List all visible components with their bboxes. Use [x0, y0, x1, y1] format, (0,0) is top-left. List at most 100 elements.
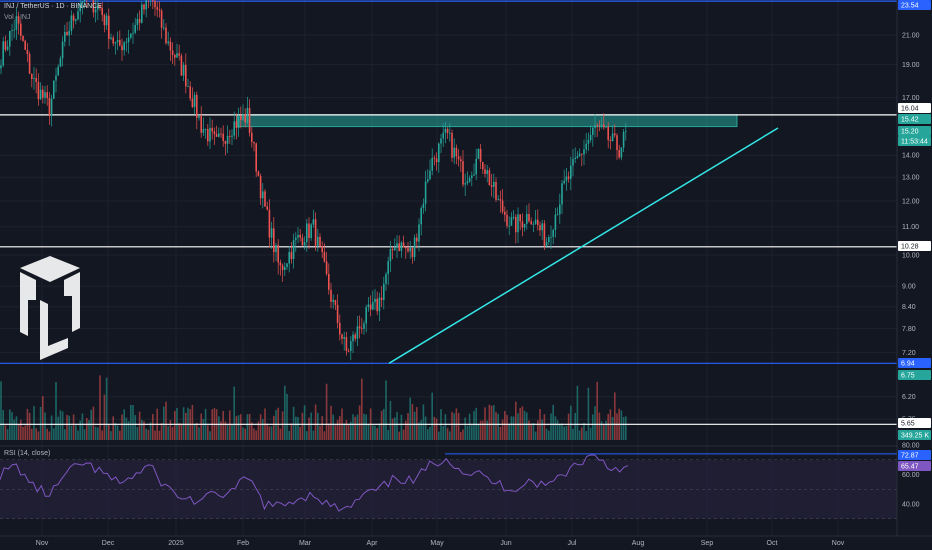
- volume-bar: [356, 414, 359, 440]
- price-tag: [898, 136, 931, 146]
- candle-body: [138, 19, 141, 23]
- candle-body: [380, 297, 383, 300]
- candle-body: [345, 336, 348, 351]
- volume-bar: [530, 423, 532, 440]
- candle-body: [218, 133, 220, 137]
- rsi-tick-label: 60.00: [902, 472, 920, 479]
- candle-body: [457, 156, 460, 160]
- candle-body: [97, 5, 99, 10]
- time-tick-label: 2025: [168, 540, 184, 547]
- candle-body: [299, 234, 301, 238]
- volume-bar: [603, 424, 605, 440]
- volume-bar: [336, 419, 339, 440]
- candle-body: [279, 262, 282, 266]
- candle-body: [77, 11, 79, 20]
- volume-bar: [391, 418, 394, 440]
- time-tick-label: Jun: [500, 540, 511, 547]
- candle-body: [292, 240, 295, 260]
- volume-bar: [365, 414, 367, 440]
- volume-bar: [600, 421, 603, 440]
- price-tag: [898, 126, 931, 136]
- volume-bar: [449, 431, 451, 440]
- volume-bar: [563, 426, 565, 440]
- candle-body: [125, 42, 128, 43]
- volume-label[interactable]: Vol · INJ: [4, 14, 31, 21]
- candle-body: [141, 4, 143, 23]
- rsi-label[interactable]: RSI (14, close): [4, 450, 51, 457]
- volume-bar: [24, 425, 26, 440]
- candle-body: [6, 46, 9, 50]
- time-tick-label: Mar: [299, 540, 312, 547]
- volume-bar: [143, 421, 145, 440]
- candle-body: [565, 176, 568, 181]
- volume-bar: [512, 416, 515, 440]
- candle-body: [537, 219, 539, 226]
- volume-bar: [482, 420, 484, 440]
- candle-body: [2, 41, 4, 66]
- candle-body: [235, 121, 238, 129]
- price-tick-label: 11.00: [902, 224, 919, 231]
- volume-bar: [616, 413, 618, 440]
- candle-body: [563, 180, 565, 184]
- volume-bar: [468, 413, 471, 440]
- price-tag-label: 5.65: [901, 421, 915, 428]
- price-tick-label: 12.00: [902, 198, 920, 205]
- volume-bar: [185, 413, 187, 440]
- candle-body: [248, 107, 251, 133]
- volume-bar: [59, 410, 62, 440]
- candle-body: [114, 42, 117, 44]
- rsi-tag-label: 65.47: [901, 464, 919, 471]
- candle-body: [26, 49, 29, 55]
- candle-body: [407, 248, 409, 252]
- candle-body: [11, 30, 13, 32]
- volume-bar: [53, 428, 55, 440]
- candle-body: [543, 223, 546, 247]
- candle-body: [418, 224, 420, 242]
- volume-bar: [376, 428, 378, 440]
- candle-body: [70, 15, 73, 31]
- candle-body: [13, 29, 15, 31]
- candle-body: [211, 127, 213, 132]
- candle-body: [224, 140, 227, 144]
- volume-bar: [200, 413, 202, 440]
- volume-bar: [460, 431, 462, 440]
- candle-body: [596, 125, 598, 127]
- candle-body: [75, 19, 77, 21]
- volume-bar: [167, 426, 169, 440]
- candle-body: [526, 213, 528, 224]
- volume-bar: [64, 429, 66, 440]
- candle-body: [198, 116, 200, 118]
- volume-bar: [13, 419, 15, 440]
- candle-body: [453, 147, 455, 158]
- volume-bar: [565, 425, 568, 440]
- volume-bar: [556, 420, 559, 440]
- volume-bar: [354, 416, 356, 440]
- candle-body: [442, 132, 444, 139]
- candle-body: [165, 27, 167, 44]
- candle-body: [464, 183, 466, 185]
- volume-bar: [262, 419, 264, 440]
- volume-bar: [169, 420, 172, 440]
- volume-bar: [209, 431, 211, 440]
- time-tick-label: Nov: [832, 540, 845, 547]
- candle-body: [81, 1, 84, 4]
- candle-body: [160, 10, 163, 28]
- candle-body: [607, 126, 609, 140]
- candle-body: [374, 298, 376, 303]
- candle-body: [367, 304, 370, 308]
- candle-body: [182, 64, 185, 76]
- price-tick-label: 9.00: [902, 284, 916, 291]
- volume-bar: [94, 426, 97, 440]
- candle-body: [288, 252, 290, 264]
- volume-bar: [20, 419, 22, 440]
- volume-bar: [0, 381, 2, 440]
- symbol-title[interactable]: INJ / TetherUS · 1D · BINANCE: [4, 3, 102, 10]
- volume-bar: [154, 430, 156, 440]
- candle-body: [479, 148, 482, 162]
- candle-body: [616, 135, 618, 150]
- volume-bar: [499, 426, 502, 440]
- volume-bar: [389, 400, 392, 440]
- volume-bar: [312, 430, 315, 440]
- candle-body: [352, 334, 354, 342]
- candle-body: [134, 25, 136, 33]
